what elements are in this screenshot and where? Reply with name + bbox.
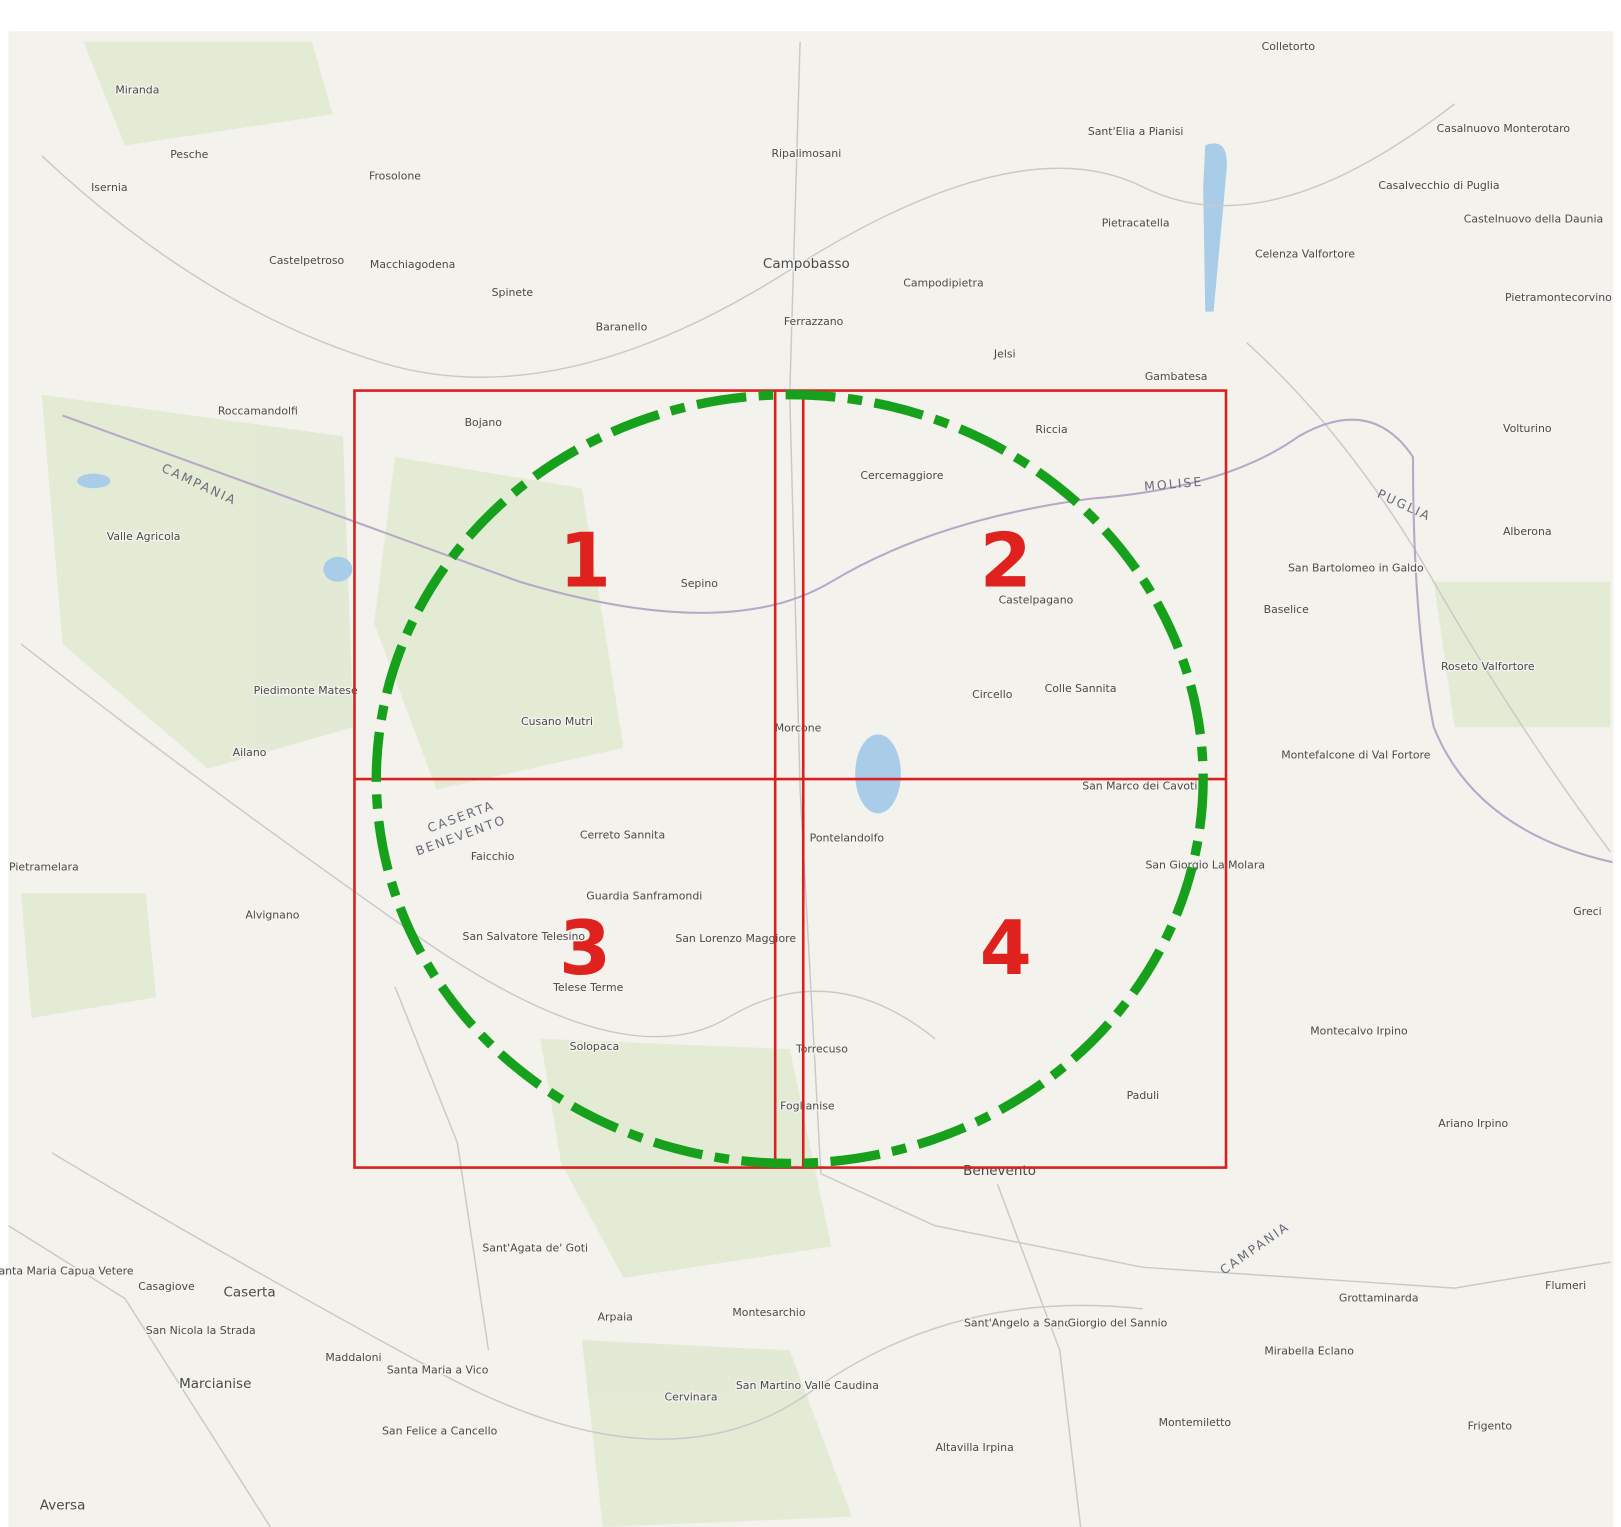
- place-label: Ariano Irpino: [1438, 1117, 1508, 1130]
- place-label: Castelpetroso: [269, 254, 344, 267]
- place-label: Campobasso: [763, 256, 850, 272]
- place-label: Sant'Elia a Pianisi: [1088, 125, 1184, 138]
- place-label: Arpaia: [598, 1310, 633, 1323]
- place-label: Aversa: [40, 1497, 86, 1513]
- place-label: Cercemaggiore: [860, 469, 943, 482]
- place-label: Paduli: [1127, 1089, 1160, 1102]
- place-label: Flumeri: [1545, 1279, 1586, 1292]
- place-label: Baselice: [1264, 603, 1310, 616]
- place-label: Montesarchio: [732, 1306, 805, 1319]
- quadrant-number: 1: [559, 518, 611, 605]
- place-label: Benevento: [963, 1163, 1036, 1179]
- place-label: Pesche: [170, 148, 208, 161]
- place-label: Miranda: [115, 83, 159, 96]
- place-label: Alvignano: [245, 908, 299, 921]
- place-label: Roseto Valfortore: [1441, 660, 1535, 673]
- place-label: Gambatesa: [1145, 370, 1208, 383]
- map-view: Miranda Pesche Isernia Frosolone Castelpetro…: [0, 0, 1621, 1527]
- place-label: Faicchio: [471, 850, 515, 863]
- place-label: Bojano: [465, 416, 503, 429]
- place-label: Colletorto: [1262, 40, 1316, 53]
- quadrant-number: 3: [559, 905, 611, 992]
- place-label: Valle Agricola: [107, 530, 181, 543]
- place-label: Campodipietra: [903, 277, 983, 290]
- place-label: Cerreto Sannita: [580, 828, 665, 841]
- page: {"map": { "quadrants": ["1", "2", "3", "…: [0, 0, 1621, 1527]
- place-label: Casagiove: [138, 1280, 195, 1293]
- place-label: Spinete: [492, 286, 534, 299]
- place-label: Alberona: [1503, 525, 1552, 538]
- place-label: Ailano: [233, 746, 267, 759]
- place-label: Pietramontecorvino: [1505, 291, 1612, 304]
- place-label: San Nicola la Strada: [146, 1324, 256, 1337]
- place-label: Pietracatella: [1102, 216, 1170, 229]
- place-label: San Bartolomeo in Galdo: [1288, 561, 1424, 574]
- place-label: Guardia Sanframondi: [586, 890, 702, 903]
- place-label: Casalnuovo Monterotaro: [1437, 122, 1571, 135]
- place-label: Ripalimosani: [771, 147, 841, 160]
- place-label: Caserta: [223, 1284, 275, 1300]
- place-label: Riccia: [1035, 423, 1067, 436]
- place-label: Solopaca: [570, 1040, 620, 1053]
- place-label: Santa Maria a Vico: [387, 1363, 489, 1376]
- place-label: Foglianise: [780, 1099, 835, 1112]
- place-label: Castelnuovo della Daunia: [1464, 212, 1603, 225]
- place-label: Macchiagodena: [370, 258, 455, 271]
- place-label: Roccamandolfi: [218, 404, 298, 417]
- place-label: San Giorgio La Molara: [1145, 858, 1265, 871]
- quadrant-number: 4: [980, 905, 1032, 992]
- place-label: Frosolone: [369, 170, 421, 183]
- place-label: Isernia: [91, 181, 127, 194]
- place-label: Colle Sannita: [1045, 682, 1117, 695]
- place-label: Mirabella Eclano: [1264, 1345, 1354, 1358]
- place-label: Celenza Valfortore: [1255, 248, 1355, 261]
- place-label: Montefalcone di Val Fortore: [1281, 748, 1431, 761]
- place-label: Pietramelara: [9, 860, 79, 873]
- place-label: Greci: [1573, 905, 1601, 918]
- place-label: San Giorgio del Sannio: [1044, 1317, 1168, 1330]
- place-label: Piedimonte Matese: [254, 684, 358, 697]
- place-label: Pontelandolfo: [810, 831, 885, 844]
- quadrant-number: 2: [980, 518, 1032, 605]
- place-label: Baranello: [596, 320, 648, 333]
- place-label: Casalvecchio di Puglia: [1378, 179, 1499, 192]
- place-label: Jelsi: [993, 347, 1016, 360]
- place-label: Morcone: [775, 721, 822, 734]
- place-label: Santa Maria Capua Vetere: [0, 1265, 134, 1278]
- place-label: Maddaloni: [325, 1351, 381, 1364]
- place-label: Cervinara: [665, 1390, 718, 1403]
- place-label: San Martino Valle Caudina: [736, 1379, 879, 1392]
- place-label: Grottaminarda: [1339, 1292, 1419, 1305]
- place-label: Circello: [972, 688, 1013, 701]
- place-label: Marcianise: [179, 1376, 251, 1392]
- place-label: Frigento: [1468, 1419, 1513, 1432]
- place-label: Sant'Agata de' Goti: [482, 1242, 588, 1255]
- place-label: Altavilla Irpina: [935, 1441, 1013, 1454]
- place-label: San Marco dei Cavoti: [1082, 779, 1197, 792]
- place-label: Montecalvo Irpino: [1310, 1025, 1408, 1038]
- place-label: Sepino: [681, 577, 718, 590]
- place-label: San Felice a Cancello: [382, 1425, 498, 1438]
- place-label: Volturino: [1503, 422, 1552, 435]
- place-label: Montemiletto: [1159, 1416, 1232, 1429]
- place-label: Ferrazzano: [784, 315, 844, 328]
- place-label: Cusano Mutri: [521, 715, 593, 728]
- place-label: San Lorenzo Maggiore: [675, 932, 796, 945]
